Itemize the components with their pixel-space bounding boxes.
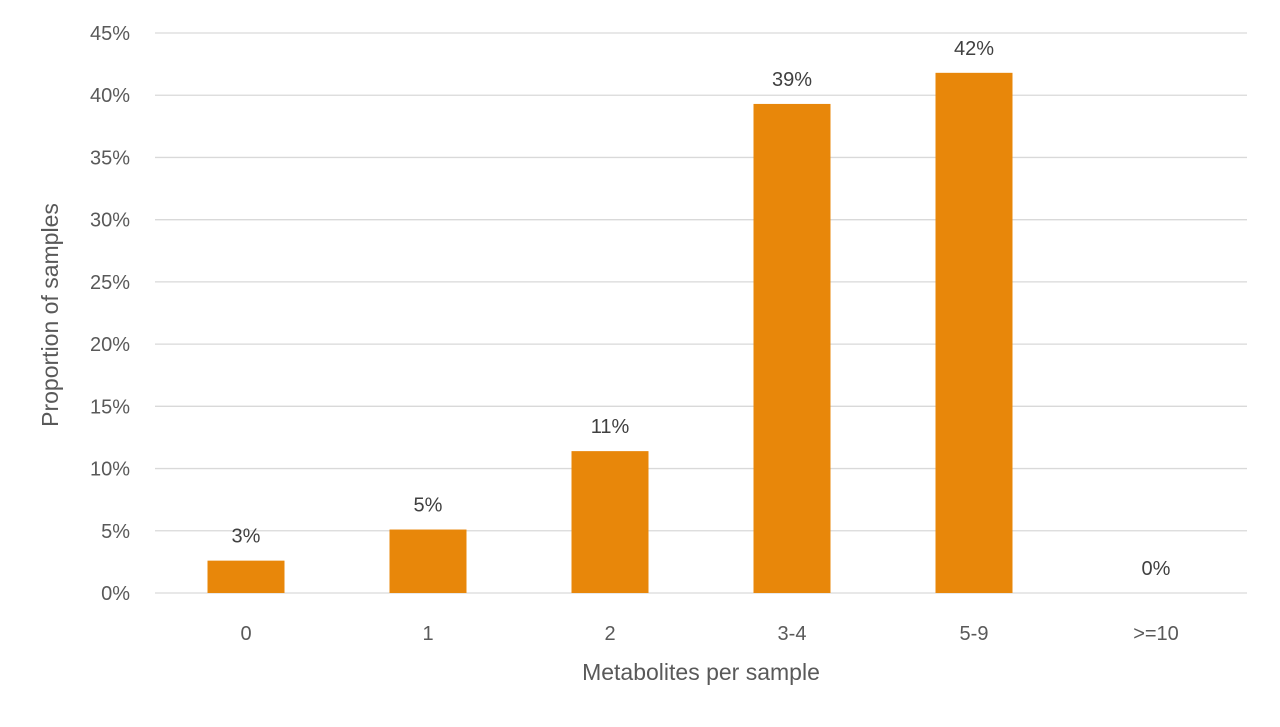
data-labels: 3% 5% 11% 39% 42% 0%: [232, 38, 1171, 580]
y-tick-label: 5%: [101, 521, 130, 543]
x-tick-label: >=10: [1133, 623, 1179, 645]
x-tick-label: 5-9: [960, 623, 989, 645]
y-tick-label: 0%: [101, 583, 130, 605]
data-label: 42%: [954, 38, 994, 60]
data-label: 0%: [1142, 558, 1171, 580]
x-tick-label: 3-4: [778, 623, 807, 645]
x-tick-label: 2: [604, 623, 615, 645]
y-axis-title: Proportion of samples: [37, 203, 63, 427]
bar-2: [571, 451, 649, 593]
x-tick-label: 1: [422, 623, 433, 645]
data-label: 11%: [591, 416, 630, 438]
y-tick-label: 30%: [90, 210, 130, 232]
bar-0: [207, 560, 285, 593]
y-tick-label: 10%: [90, 459, 130, 481]
bar-5-9: [935, 72, 1013, 594]
y-tick-label: 45%: [90, 23, 130, 45]
data-label: 5%: [414, 495, 443, 517]
y-axis-tick-labels: 0% 5% 10% 15% 20% 25% 30% 35% 40% 45%: [90, 23, 130, 605]
bar-3-4: [753, 103, 831, 593]
data-label: 39%: [772, 69, 812, 91]
x-axis-tick-labels: 0 1 2 3-4 5-9 >=10: [240, 623, 1178, 645]
gridlines: [155, 32, 1247, 594]
y-tick-label: 15%: [90, 396, 130, 418]
data-label: 3%: [232, 526, 261, 548]
bars: [207, 72, 1013, 594]
bar-1: [389, 529, 467, 593]
y-tick-label: 35%: [90, 147, 130, 169]
y-tick-label: 40%: [90, 85, 130, 107]
y-tick-label: 25%: [90, 272, 130, 294]
x-axis-title: Metabolites per sample: [582, 659, 820, 685]
y-tick-label: 20%: [90, 334, 130, 356]
x-tick-label: 0: [240, 623, 251, 645]
